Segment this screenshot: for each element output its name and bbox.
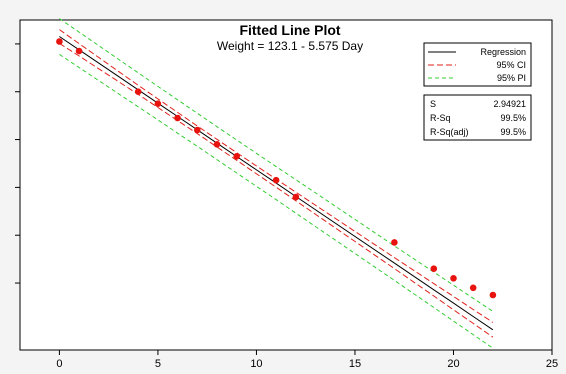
legend: Regression 95% CI 95% PI [423, 42, 532, 87]
stat-label-rsq-adj: R-Sq(adj) [430, 127, 469, 137]
data-point [174, 114, 181, 122]
data-point [233, 153, 240, 160]
data-point [75, 47, 83, 55]
stats-box: S 2.94921 R-Sq 99.5% R-Sq(adj) 99.5% [423, 94, 532, 141]
data-point [194, 126, 201, 134]
data-point [56, 38, 63, 45]
data-point [292, 193, 300, 201]
ci-lower-line [59, 42, 494, 338]
data-points [56, 38, 497, 299]
stat-value-rsq: 99.5% [500, 113, 526, 123]
x-tick-label: 15 [349, 358, 361, 370]
data-point [134, 88, 142, 95]
data-point [469, 284, 477, 292]
data-point [450, 275, 457, 282]
stat-value-s: 2.94921 [493, 99, 526, 109]
legend-label-pi: 95% PI [497, 73, 526, 83]
x-tick-label: 10 [250, 358, 262, 370]
pi-lower-line [59, 53, 494, 349]
ci-upper-line [59, 29, 494, 323]
data-point [213, 141, 221, 148]
x-tick-label: 0 [56, 358, 62, 370]
x-tick-label: 25 [546, 358, 558, 370]
legend-label-regression: Regression [480, 47, 526, 57]
data-point [272, 176, 280, 184]
stat-label-rsq: R-Sq [430, 113, 451, 123]
x-tick-label: 5 [155, 358, 161, 370]
stat-label-s: S [430, 99, 436, 109]
chart-title: Fitted Line Plot [239, 22, 340, 38]
data-point [489, 291, 497, 299]
chart-subtitle: Weight = 123.1 - 5.575 Day [217, 39, 363, 53]
data-point [391, 239, 398, 246]
legend-label-ci: 95% CI [496, 60, 526, 70]
stats-box-frame [423, 94, 532, 141]
data-point [154, 100, 162, 107]
x-tick-label: 20 [447, 358, 459, 370]
stat-value-rsq-adj: 99.5% [500, 127, 526, 137]
data-point [430, 265, 438, 273]
axis-ticks: 0 5 10 15 20 25 [15, 43, 558, 370]
